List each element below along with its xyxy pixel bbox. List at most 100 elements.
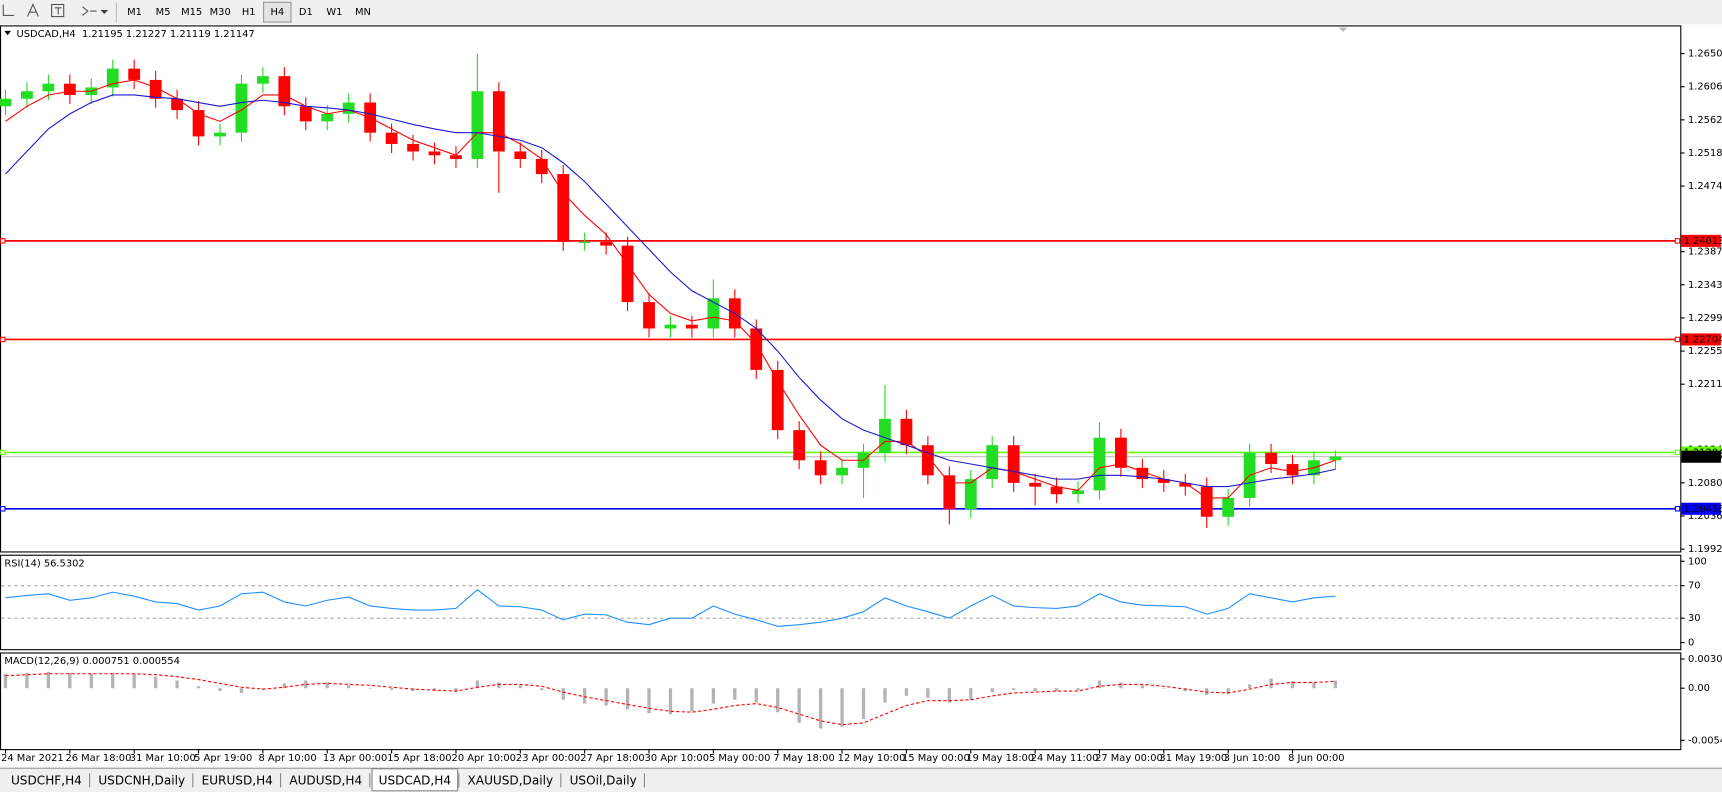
- x-tick-label: 26 Mar 18:00: [65, 753, 131, 764]
- timeframe-label[interactable]: MN: [355, 7, 371, 18]
- timeframe-label[interactable]: D1: [299, 7, 313, 18]
- chart-window: [0, 24, 1722, 767]
- timeframe-button[interactable]: [263, 1, 292, 23]
- histogram-bar: [475, 680, 480, 689]
- histogram-bar: [111, 672, 115, 689]
- candle-body: [921, 445, 934, 476]
- tool-icon[interactable]: [2, 4, 15, 17]
- candle-body: [1286, 464, 1299, 476]
- tab-label[interactable]: EURUSD,H4: [202, 773, 273, 787]
- timeframe-button[interactable]: [235, 2, 263, 23]
- histogram-bar: [690, 688, 694, 712]
- candle-body: [557, 174, 570, 242]
- candle-body: [492, 91, 505, 152]
- timeframe-button[interactable]: [206, 2, 234, 23]
- y-tick-label: 30: [1688, 613, 1701, 624]
- timeframe-label[interactable]: W1: [326, 7, 342, 18]
- timeframe-label[interactable]: M30: [210, 7, 231, 18]
- histogram-bar: [1226, 688, 1230, 694]
- tab[interactable]: [194, 771, 280, 790]
- candle-body: [321, 113, 334, 122]
- y-tick-label: 1.23430: [1688, 280, 1722, 291]
- x-tick-label: 13 Apr 00:00: [323, 753, 387, 764]
- tab[interactable]: [460, 771, 560, 790]
- candle-body: [1157, 479, 1170, 483]
- timeframe-label[interactable]: M1: [127, 7, 142, 18]
- histogram-bar: [604, 688, 608, 706]
- y-tick-label: 0: [1688, 638, 1694, 649]
- text-tool[interactable]: [26, 3, 39, 17]
- histogram-bar: [89, 673, 93, 689]
- tab-label[interactable]: XAUUSD,Daily: [468, 773, 554, 787]
- shapes-tool[interactable]: [82, 6, 97, 16]
- histogram-bar: [1097, 680, 1102, 689]
- timeframe-button[interactable]: [292, 2, 320, 23]
- tabs: USDCHF,H4 USDCNH,Daily EURUSD,H4 AUDUSD,H4 U…: [4, 768, 645, 792]
- timeframe-button[interactable]: [149, 2, 177, 23]
- tab-label[interactable]: AUDUSD,H4: [289, 773, 362, 787]
- series-line: [5, 79, 1336, 499]
- tab[interactable]: [4, 771, 89, 790]
- timeframe-button[interactable]: [120, 2, 149, 23]
- tab[interactable]: [282, 771, 369, 790]
- y-tick-label: 1.26060: [1688, 82, 1722, 93]
- tab[interactable]: [563, 771, 644, 790]
- histogram-bar: [990, 688, 994, 693]
- macd-title: MACD(12,26,9) 0.000751 0.000554: [4, 656, 180, 667]
- timeframe-label[interactable]: H1: [242, 7, 256, 18]
- y-tick-label: -0.00542: [1688, 735, 1722, 746]
- timeframe-label[interactable]: M5: [156, 7, 171, 18]
- histogram-bar: [218, 688, 222, 692]
- timeframe-button[interactable]: [349, 2, 377, 23]
- histogram-bar: [1119, 682, 1123, 689]
- y-tick-label: 0.00: [1688, 683, 1710, 694]
- candle-body: [793, 430, 806, 461]
- candle-body: [879, 418, 891, 453]
- label-tool[interactable]: [51, 3, 65, 18]
- histogram-bar: [904, 688, 909, 696]
- histogram-bar: [754, 688, 758, 703]
- histogram-bar: [1312, 682, 1316, 689]
- candle-body: [1115, 437, 1127, 468]
- y-tick-label: 1.25620: [1688, 115, 1722, 126]
- series-line: [5, 673, 1336, 726]
- histogram-bar: [282, 683, 286, 689]
- tab-label[interactable]: USDCNH,Daily: [98, 773, 185, 787]
- x-tick-label: 15 May 00:00: [902, 753, 970, 764]
- y-tick-label: 1.24740: [1688, 181, 1722, 192]
- y-tick-label: 1.22110: [1688, 379, 1722, 390]
- candle-body: [299, 106, 312, 122]
- candle-body: [1329, 456, 1342, 461]
- histogram-bar: [68, 672, 72, 689]
- candle-body: [986, 445, 999, 480]
- timeframe-label[interactable]: H4: [270, 7, 284, 18]
- candle-body: [836, 467, 848, 476]
- timeframe-label[interactable]: M15: [181, 7, 202, 18]
- timeframe-bar: M1 M5 M15 M30 H1 H4 D1 W1 MN: [120, 1, 377, 23]
- histogram-bar: [861, 688, 866, 719]
- shift-marker: [1338, 27, 1348, 32]
- timeframe-button[interactable]: [320, 2, 349, 23]
- timeframe-button[interactable]: [177, 2, 206, 23]
- candle-body: [1179, 482, 1192, 487]
- dropdown-arrow[interactable]: [100, 9, 109, 15]
- chart-title: USDCAD,H4 1.21195 1.21227 1.21119 1.2114…: [16, 29, 254, 40]
- histogram-bar: [926, 688, 930, 698]
- drawing-tools: [2, 2, 117, 23]
- tab[interactable]: [91, 771, 192, 790]
- candle-body: [407, 143, 419, 152]
- histogram-bar: [797, 688, 801, 723]
- x-tick-label: 3 Jun 10:00: [1224, 753, 1280, 764]
- plot: [0, 53, 1342, 729]
- x-tick-label: 19 May 18:00: [966, 753, 1034, 764]
- tab-label[interactable]: USDCHF,H4: [11, 773, 82, 787]
- histogram-bar: [540, 688, 544, 691]
- candle-body: [149, 79, 162, 99]
- tab[interactable]: [371, 768, 459, 792]
- tab-label[interactable]: USOil,Daily: [570, 773, 637, 787]
- candle-body: [535, 159, 548, 175]
- x-tick-label: 31 May 19:00: [1159, 753, 1227, 764]
- candle-body: [643, 302, 655, 329]
- tab-label[interactable]: USDCAD,H4: [379, 773, 451, 787]
- candle-body: [106, 68, 119, 88]
